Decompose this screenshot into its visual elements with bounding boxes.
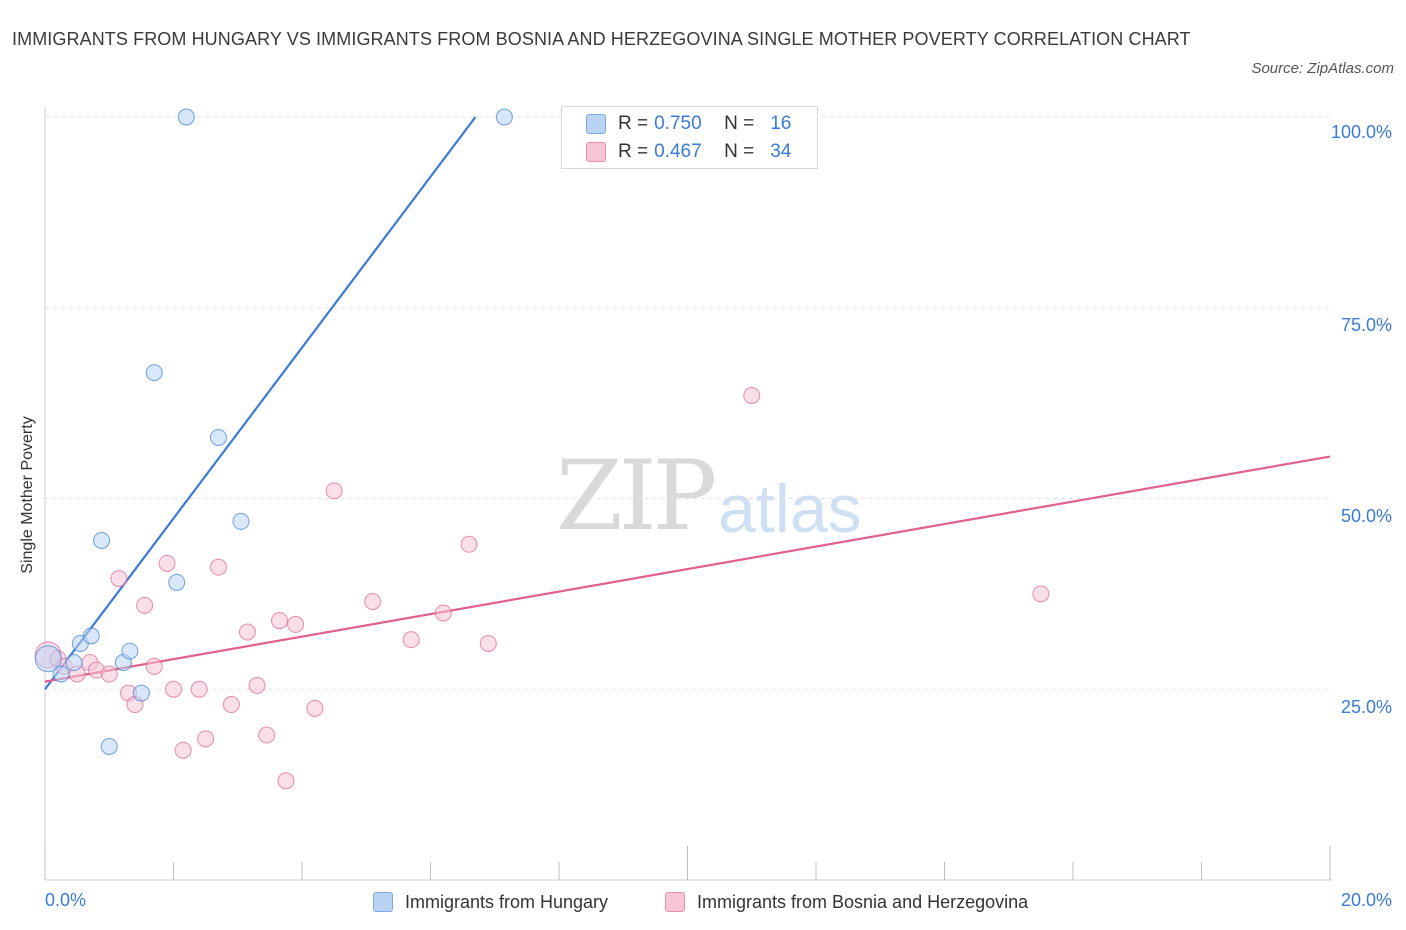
trend-line-bosnia (44, 455, 1331, 683)
point-hungary-1 (52, 665, 70, 683)
point-bosnia-25 (325, 482, 343, 500)
watermark-atlas: atlas (718, 471, 862, 547)
point-hungary-8 (121, 642, 139, 660)
n-label: N = (724, 141, 755, 162)
point-hungary-2 (65, 654, 83, 672)
point-hungary-6 (100, 737, 118, 755)
x-tick-label-min: 0.0% (45, 890, 87, 910)
chart-title: IMMIGRANTS FROM HUNGARY VS IMMIGRANTS FR… (12, 29, 1191, 49)
legend-label-hungary: Immigrants from Hungary (405, 891, 609, 912)
r-label: R = (618, 141, 649, 162)
point-bosnia-31 (743, 386, 761, 404)
n-value-bosnia: 34 (770, 141, 792, 162)
point-bosnia-22 (277, 772, 295, 790)
point-hungary-13 (209, 428, 227, 446)
point-bosnia-6 (110, 570, 128, 588)
y-tick-label-50: 50.0% (1340, 506, 1392, 526)
point-bosnia-20 (258, 726, 276, 744)
n-label: N = (724, 113, 755, 134)
r-value-hungary: 0.750 (654, 113, 702, 134)
point-bosnia-11 (158, 554, 176, 572)
point-hungary-11 (168, 573, 186, 591)
point-bosnia-9 (136, 596, 154, 614)
point-bosnia-28 (434, 604, 452, 622)
point-hungary-0 (34, 645, 62, 673)
legend-item-hungary[interactable]: Immigrants from Hungary (373, 889, 608, 915)
stats-legend: R = 0.750 N = 16 R = 0.467 N = 34 (561, 106, 818, 169)
point-bosnia-23 (287, 615, 305, 633)
point-bosnia-13 (174, 741, 192, 759)
point-hungary-14 (232, 512, 250, 530)
point-bosnia-27 (402, 631, 420, 649)
legend-item-bosnia[interactable]: Immigrants from Bosnia and Herzegovina (665, 889, 1028, 915)
point-hungary-15 (495, 108, 513, 126)
point-bosnia-15 (197, 730, 215, 748)
point-bosnia-12 (165, 680, 182, 698)
point-bosnia-14 (190, 680, 208, 698)
watermark-zip: ZIP (556, 440, 717, 552)
y-tick-label-75: 75.0% (1340, 315, 1392, 335)
legend-label-bosnia: Immigrants from Bosnia and Herzegovina (697, 891, 1029, 912)
point-bosnia-5 (100, 665, 118, 683)
point-hungary-4 (82, 627, 100, 645)
point-bosnia-17 (222, 696, 240, 714)
n-value-hungary: 16 (770, 113, 792, 134)
bosnia-swatch (586, 142, 606, 162)
point-hungary-9 (132, 684, 150, 702)
point-hungary-12 (177, 108, 195, 126)
source-credit: Source: ZipAtlas.com (1251, 60, 1394, 77)
point-bosnia-29 (460, 535, 478, 553)
point-bosnia-30 (479, 634, 497, 652)
stats-legend-row-bosnia: R = 0.467 N = 34 (586, 138, 791, 166)
bosnia-legend-swatch (665, 892, 685, 912)
point-bosnia-24 (306, 699, 324, 717)
point-bosnia-32 (1032, 585, 1050, 603)
r-label: R = (618, 113, 649, 134)
y-tick-label-100: 100.0% (1330, 122, 1392, 142)
point-bosnia-21 (271, 612, 289, 630)
y-tick-label-25: 25.0% (1340, 697, 1392, 717)
hungary-swatch (586, 114, 606, 134)
hungary-legend-swatch (373, 892, 393, 912)
point-bosnia-16 (209, 558, 227, 576)
trend-line-hungary (44, 116, 477, 690)
x-tick-label-max: 20.0% (1340, 890, 1392, 910)
point-bosnia-18 (238, 623, 256, 641)
point-hungary-10 (145, 364, 163, 382)
point-bosnia-10 (145, 657, 163, 675)
point-bosnia-19 (248, 676, 266, 694)
point-bosnia-26 (364, 593, 382, 611)
r-value-bosnia: 0.467 (654, 141, 702, 162)
point-hungary-5 (93, 531, 111, 549)
stats-legend-row-hungary: R = 0.750 N = 16 (586, 110, 791, 138)
y-axis-label: Single Mother Poverty (19, 416, 36, 574)
